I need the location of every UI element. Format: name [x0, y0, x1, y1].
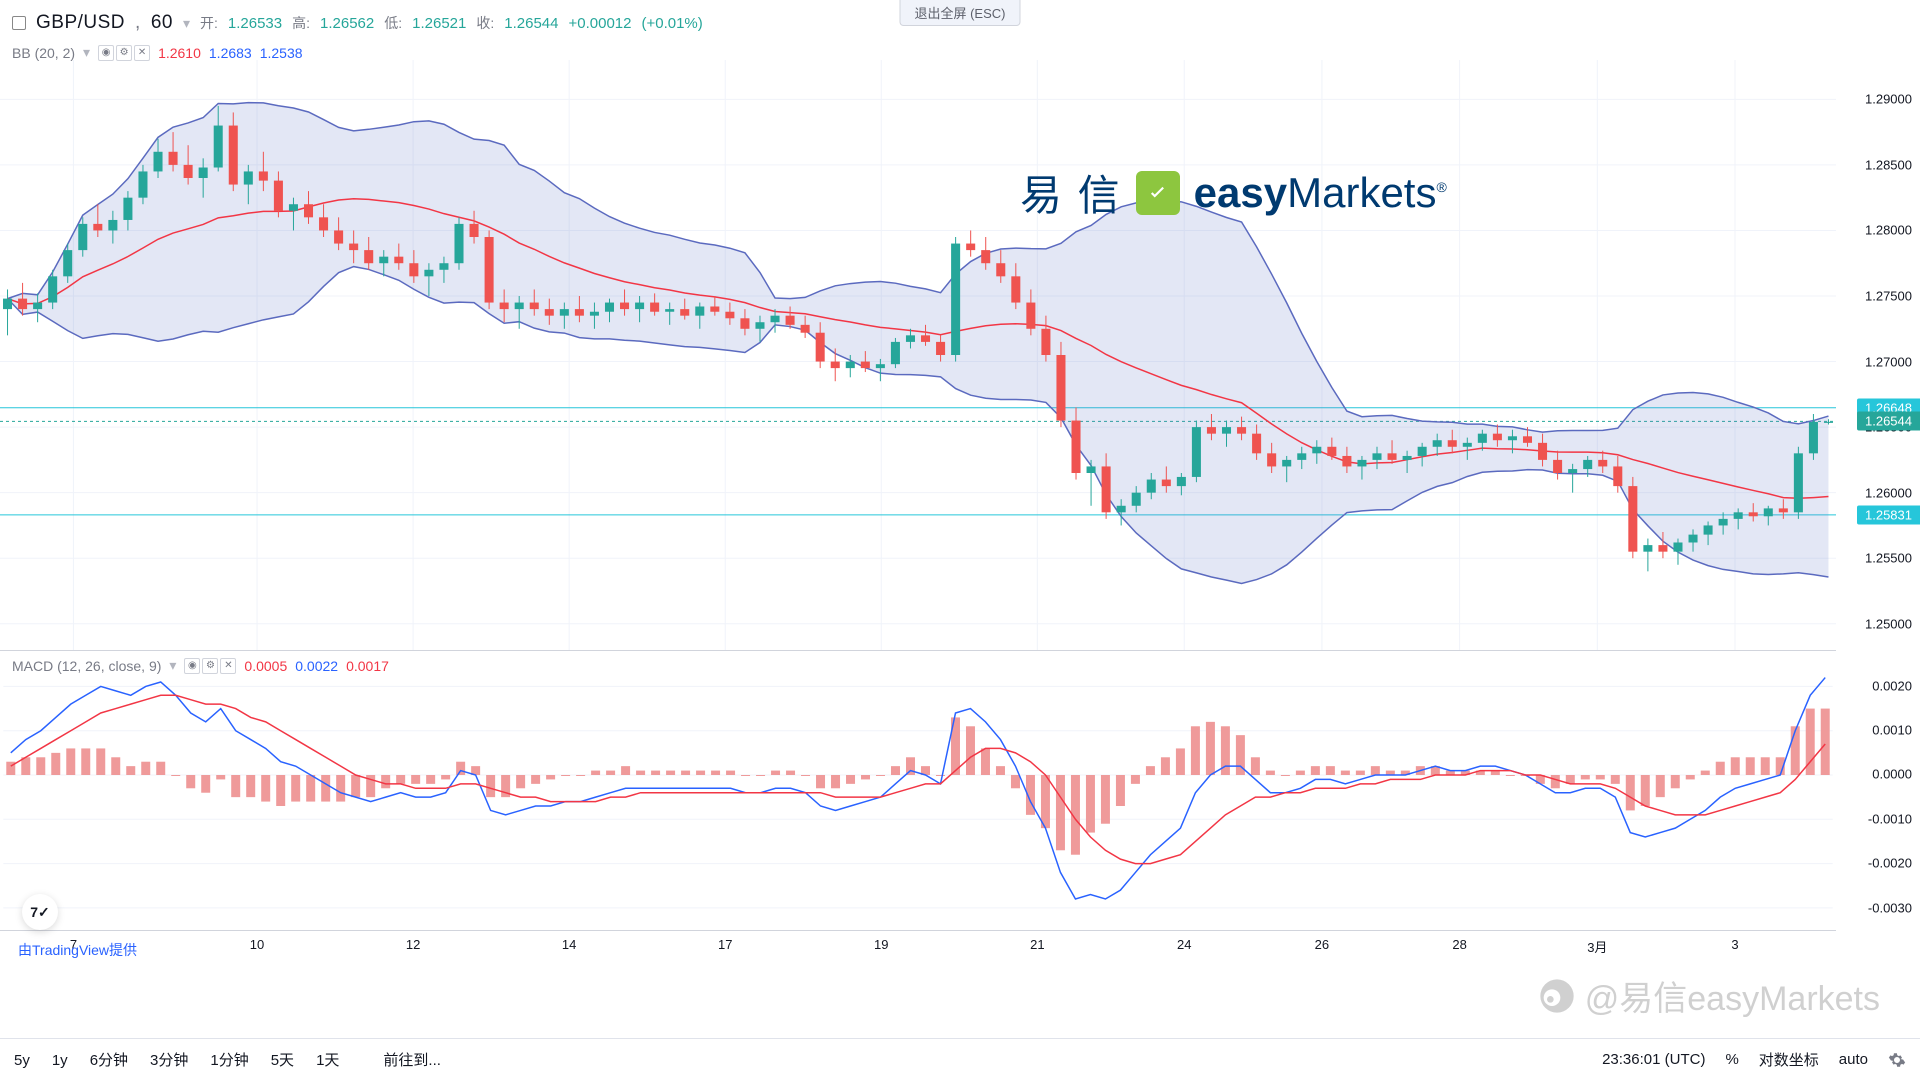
macd-ytick: 0.0000 [1872, 767, 1912, 782]
bb-v1: 1.2610 [158, 45, 201, 61]
bb-v2: 1.2683 [209, 45, 252, 61]
low-value: 1.26521 [412, 15, 466, 32]
pct-button[interactable]: % [1725, 1051, 1738, 1068]
footer-toolbar: 5y1y6分钟3分钟1分钟5天1天 前往到... 23:36:01 (UTC) … [0, 1038, 1920, 1080]
weibo-watermark: @易信easyMarkets [1537, 971, 1880, 1020]
high-label: 高: [292, 13, 310, 33]
time-xaxis[interactable]: 71012141719212426283月3 [0, 930, 1836, 958]
symbol-name[interactable]: GBP/USD [36, 12, 125, 34]
ytick: 1.27000 [1865, 354, 1912, 369]
xtick: 26 [1315, 937, 1329, 952]
goto-button[interactable]: 前往到... [383, 1049, 441, 1070]
open-value: 1.26533 [228, 15, 282, 32]
auto-button[interactable]: auto [1839, 1051, 1868, 1068]
range-3分钟[interactable]: 3分钟 [150, 1052, 188, 1069]
log-button[interactable]: 对数坐标 [1759, 1049, 1819, 1070]
range-6分钟[interactable]: 6分钟 [90, 1052, 128, 1069]
change-value: +0.00012 [568, 15, 631, 32]
range-1天[interactable]: 1天 [316, 1052, 339, 1069]
symbol-icon [12, 16, 26, 30]
ytick: 1.27500 [1865, 289, 1912, 304]
xtick: 10 [250, 937, 264, 952]
macd-ytick: -0.0020 [1868, 856, 1912, 871]
bb-settings-icon[interactable]: ⚙ [116, 45, 132, 61]
easymarkets-logo: 易 信 easyMarkets® [1020, 162, 1447, 223]
macd-ytick: -0.0030 [1868, 900, 1912, 915]
bb-label[interactable]: BB (20, 2) [12, 45, 75, 61]
ytick: 1.28500 [1865, 157, 1912, 172]
ytick: 1.26000 [1865, 485, 1912, 500]
range-5天[interactable]: 5天 [271, 1052, 294, 1069]
close-label: 收: [476, 13, 494, 33]
macd-yaxis[interactable]: -0.0030 -0.0020 -0.0010 0.0000 0.0010 0.0020 [1836, 650, 1920, 930]
bb-close-icon[interactable]: ✕ [134, 45, 150, 61]
bb-eye-icon[interactable]: ◉ [98, 45, 114, 61]
xtick: 3 [1731, 937, 1738, 952]
clock: 23:36:01 (UTC) [1602, 1051, 1705, 1068]
price-yaxis[interactable]: 1.250001.255001.260001.265001.270001.275… [1836, 60, 1920, 650]
high-value: 1.26562 [320, 15, 374, 32]
tradingview-credit[interactable]: 由TradingView提供 [18, 940, 137, 960]
xtick: 24 [1177, 937, 1191, 952]
xtick: 12 [406, 937, 420, 952]
chart-header: GBP/USD , 60 ▾ 开: 1.26533 高: 1.26562 低: … [0, 0, 1920, 46]
tradingview-badge-icon[interactable]: 7✓ [22, 894, 58, 930]
xtick: 3月 [1587, 937, 1607, 956]
xtick: 14 [562, 937, 576, 952]
bb-v3: 1.2538 [260, 45, 303, 61]
xtick: 21 [1030, 937, 1044, 952]
ytick: 1.28000 [1865, 223, 1912, 238]
range-1y[interactable]: 1y [52, 1052, 68, 1069]
ytick: 1.29000 [1865, 92, 1912, 107]
xtick: 17 [718, 937, 732, 952]
macd-panel[interactable]: MACD (12, 26, close, 9) ▾ ◉ ⚙ ✕ 0.0005 0… [0, 650, 1836, 930]
macd-ytick: -0.0010 [1868, 811, 1912, 826]
price-chart[interactable] [0, 60, 1836, 650]
open-label: 开: [200, 13, 218, 33]
ytick: 1.25500 [1865, 551, 1912, 566]
range-1分钟[interactable]: 1分钟 [210, 1052, 248, 1069]
low-label: 低: [384, 13, 402, 33]
bb-indicator-row: BB (20, 2) ▾ ◉ ⚙ ✕ 1.2610 1.2683 1.2538 [12, 44, 303, 61]
macd-ytick: 0.0010 [1872, 723, 1912, 738]
price-tag: 1.26544 [1857, 412, 1920, 431]
change-pct: (+0.01%) [641, 15, 702, 32]
macd-ytick: 0.0020 [1872, 678, 1912, 693]
xtick: 19 [874, 937, 888, 952]
range-5y[interactable]: 5y [14, 1052, 30, 1069]
ytick: 1.25000 [1865, 616, 1912, 631]
close-value: 1.26544 [504, 15, 558, 32]
xtick: 28 [1452, 937, 1466, 952]
gear-icon[interactable] [1888, 1051, 1906, 1069]
price-tag: 1.25831 [1857, 505, 1920, 524]
interval[interactable]: 60 [151, 12, 173, 34]
